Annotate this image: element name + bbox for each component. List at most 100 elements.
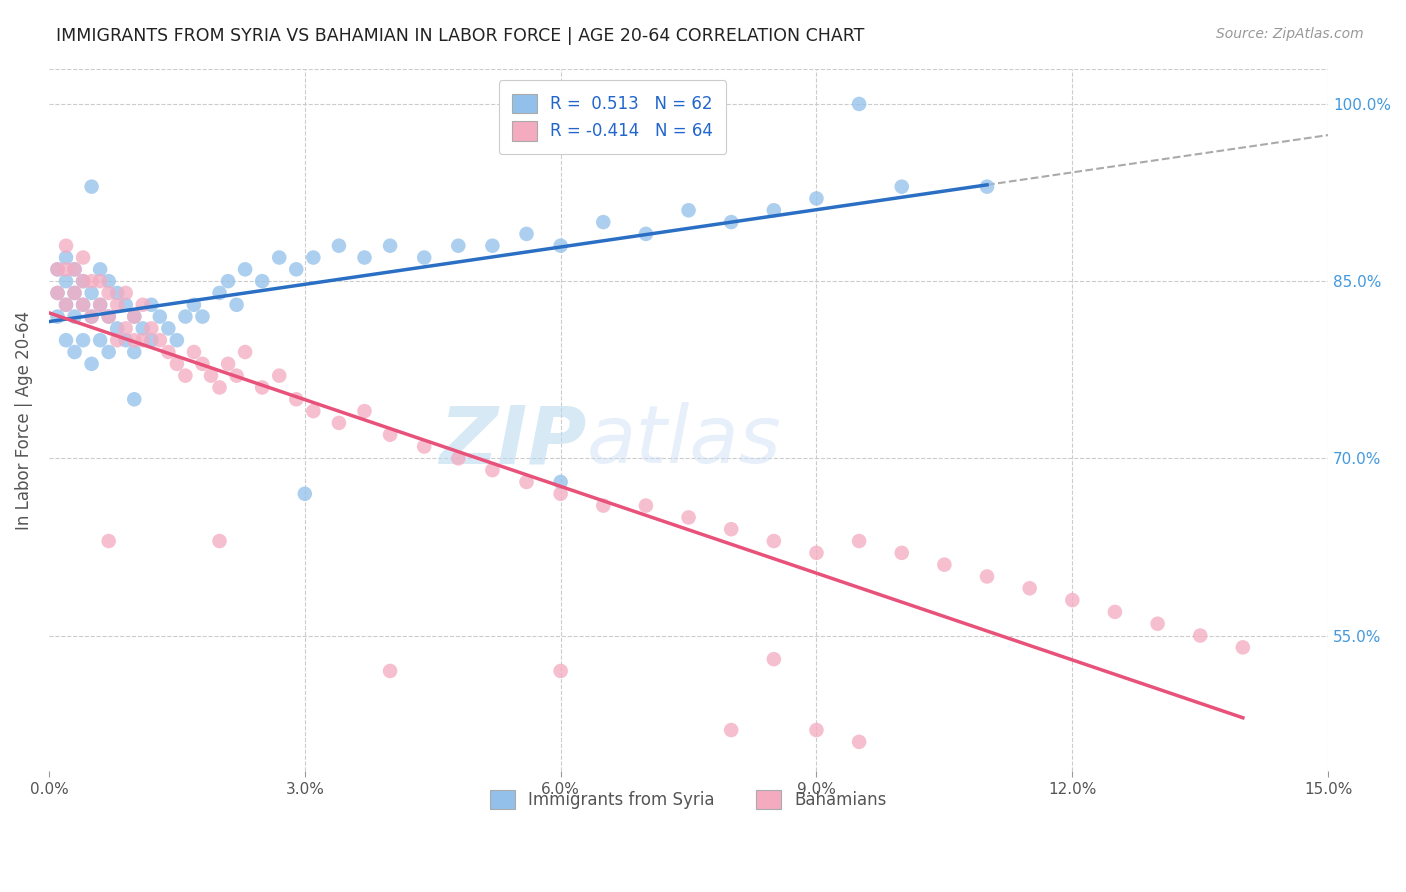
Point [72, 298, 94, 312]
Point [114, 333, 136, 347]
Point [806, 546, 828, 560]
Point [225, 368, 247, 383]
Point [378, 664, 401, 678]
Point [122, 310, 145, 324]
Point [720, 215, 742, 229]
Point [762, 534, 785, 549]
Point [208, 285, 231, 300]
Point [447, 238, 470, 252]
Point [166, 357, 188, 371]
Point [46, 285, 69, 300]
Point [378, 427, 401, 442]
Point [217, 357, 239, 371]
Point [72, 298, 94, 312]
Point [1232, 640, 1254, 655]
Point [55, 274, 77, 288]
Point [46, 310, 69, 324]
Point [413, 251, 436, 265]
Point [46, 285, 69, 300]
Point [97, 310, 120, 324]
Point [720, 522, 742, 536]
Point [55, 333, 77, 347]
Point [72, 274, 94, 288]
Point [80, 310, 103, 324]
Point [890, 179, 912, 194]
Point [285, 262, 308, 277]
Point [114, 321, 136, 335]
Point [105, 321, 128, 335]
Point [183, 345, 205, 359]
Point [89, 298, 111, 312]
Legend: Immigrants from Syria, Bahamians: Immigrants from Syria, Bahamians [484, 783, 894, 816]
Point [132, 298, 155, 312]
Point [55, 298, 77, 312]
Point [149, 310, 172, 324]
Point [122, 310, 145, 324]
Point [269, 251, 291, 265]
Point [183, 298, 205, 312]
Point [80, 357, 103, 371]
Point [328, 416, 350, 430]
Point [806, 191, 828, 205]
Point [97, 345, 120, 359]
Point [122, 333, 145, 347]
Point [72, 333, 94, 347]
Text: Source: ZipAtlas.com: Source: ZipAtlas.com [1216, 27, 1364, 41]
Point [592, 499, 614, 513]
Point [550, 238, 572, 252]
Point [225, 298, 247, 312]
Point [174, 310, 197, 324]
Point [934, 558, 956, 572]
Point [233, 345, 256, 359]
Point [250, 380, 273, 394]
Y-axis label: In Labor Force | Age 20-64: In Labor Force | Age 20-64 [15, 310, 32, 530]
Point [762, 203, 785, 218]
Point [413, 440, 436, 454]
Point [105, 285, 128, 300]
Point [550, 664, 572, 678]
Point [63, 285, 86, 300]
Point [302, 251, 325, 265]
Point [55, 238, 77, 252]
Point [550, 475, 572, 489]
Point [550, 487, 572, 501]
Point [55, 298, 77, 312]
Point [848, 97, 870, 112]
Point [269, 368, 291, 383]
Point [72, 251, 94, 265]
Point [89, 333, 111, 347]
Point [328, 238, 350, 252]
Point [132, 321, 155, 335]
Point [63, 310, 86, 324]
Point [89, 262, 111, 277]
Point [157, 345, 180, 359]
Point [1189, 628, 1212, 642]
Point [141, 321, 163, 335]
Point [720, 723, 742, 737]
Point [191, 357, 214, 371]
Point [678, 510, 700, 524]
Point [515, 475, 537, 489]
Point [1146, 616, 1168, 631]
Point [97, 534, 120, 549]
Point [233, 262, 256, 277]
Point [890, 546, 912, 560]
Point [762, 652, 785, 666]
Point [678, 203, 700, 218]
Point [634, 499, 657, 513]
Point [302, 404, 325, 418]
Point [285, 392, 308, 407]
Point [80, 179, 103, 194]
Point [806, 723, 828, 737]
Point [80, 274, 103, 288]
Point [634, 227, 657, 241]
Point [55, 251, 77, 265]
Point [97, 274, 120, 288]
Point [976, 569, 998, 583]
Point [97, 285, 120, 300]
Point [122, 392, 145, 407]
Point [447, 451, 470, 466]
Point [166, 333, 188, 347]
Point [80, 310, 103, 324]
Point [378, 238, 401, 252]
